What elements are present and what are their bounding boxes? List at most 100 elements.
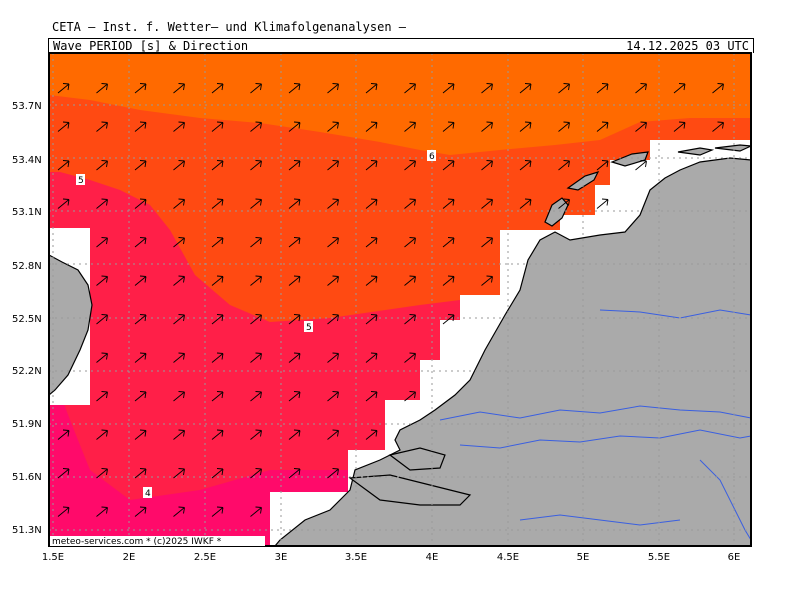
wave-direction-arrow — [134, 468, 147, 479]
wave-direction-arrow — [558, 121, 570, 132]
wave-direction-arrow — [596, 121, 609, 132]
wave-direction-arrow — [558, 160, 570, 171]
wave-direction-arrow — [673, 83, 686, 94]
lon-label: 6E — [728, 552, 741, 563]
wave-direction-arrow — [327, 468, 339, 479]
wave-direction-arrow — [96, 468, 108, 479]
wave-direction-arrow — [635, 83, 647, 94]
land-zeeland-north — [388, 447, 446, 471]
latitude-labels: 53.7N 53.4N 53.1N 52.8N 52.5N 52.2N 51.9… — [12, 101, 42, 536]
wave-direction-arrow — [404, 198, 416, 209]
wave-direction-arrow — [96, 121, 108, 132]
wave-direction-arrow — [250, 468, 262, 479]
wave-direction-arrow — [250, 429, 262, 440]
lat-label: 53.4N — [12, 155, 42, 166]
wave-direction-arrow — [173, 352, 185, 363]
wave-direction-arrow — [442, 83, 455, 94]
wave-direction-arrow — [288, 160, 301, 171]
lat-label: 51.6N — [12, 472, 42, 483]
wave-direction-arrow — [134, 429, 147, 440]
field-layer — [49, 53, 751, 546]
wave-direction-arrow — [288, 352, 301, 363]
wave-direction-arrow — [173, 198, 185, 209]
wave-direction-arrow — [173, 468, 185, 479]
wave-direction-arrow — [404, 352, 416, 363]
wave-direction-arrow — [365, 121, 378, 132]
wave-direction-arrow — [57, 83, 70, 94]
lon-label: 3E — [275, 552, 288, 563]
wave-direction-arrow — [173, 275, 185, 286]
wave-direction-arrow — [250, 160, 262, 171]
wave-direction-arrow — [288, 314, 301, 325]
wave-direction-arrow — [250, 121, 262, 132]
wave-direction-arrow — [404, 237, 416, 248]
land-zeeland-south — [348, 474, 472, 506]
wave-direction-arrow — [250, 275, 262, 286]
lon-label: 5.5E — [648, 552, 670, 563]
wave-direction-arrow — [365, 352, 378, 363]
wave-direction-arrow — [96, 198, 108, 209]
wave-direction-arrow — [481, 121, 493, 132]
wave-direction-arrow — [327, 314, 339, 325]
lon-label: 2.5E — [194, 552, 216, 563]
wave-direction-arrow — [211, 352, 224, 363]
wave-direction-arrow — [211, 391, 224, 402]
lon-label: 5E — [577, 552, 590, 563]
wave-direction-arrow — [96, 83, 108, 94]
wave-direction-arrow — [250, 352, 262, 363]
wave-direction-arrow — [327, 275, 339, 286]
lat-label: 52.5N — [12, 314, 42, 325]
wave-direction-arrow — [134, 391, 147, 402]
wave-direction-arrow — [481, 237, 493, 248]
lon-label: 2E — [123, 552, 136, 563]
wave-direction-arrow — [442, 121, 455, 132]
wave-direction-arrow — [211, 314, 224, 325]
wave-direction-arrow — [173, 83, 185, 94]
wave-direction-arrow — [96, 506, 108, 517]
wave-direction-arrow — [288, 468, 301, 479]
wave-direction-arrow — [404, 83, 416, 94]
wave-direction-arrow — [288, 198, 301, 209]
wave-direction-arrow — [288, 275, 301, 286]
wave-direction-arrow — [635, 121, 647, 132]
wave-direction-arrow — [596, 198, 609, 209]
wave-direction-arrow — [211, 237, 224, 248]
wave-direction-arrow — [173, 506, 185, 517]
wave-direction-arrow — [57, 121, 70, 132]
wave-direction-arrow — [96, 429, 108, 440]
wave-direction-arrow — [173, 121, 185, 132]
wave-direction-arrow — [327, 198, 339, 209]
wave-direction-arrow — [519, 121, 532, 132]
wave-direction-arrow — [96, 391, 108, 402]
wave-direction-arrow — [57, 160, 70, 171]
variable-label: Wave_PERIOD_[s]_&_Direction — [53, 39, 249, 53]
wave-direction-arrow — [558, 198, 570, 209]
lat-label: 53.7N — [12, 101, 42, 112]
wave-direction-arrow — [211, 121, 224, 132]
longitude-labels: 1.5E 2E 2.5E 3E 3.5E 4E 4.5E 5E 5.5E 6E — [42, 552, 740, 563]
contour-label-4: 4 — [145, 489, 151, 499]
wave-direction-arrow — [96, 352, 108, 363]
wave-direction-arrow — [134, 198, 147, 209]
wave-direction-arrow — [250, 506, 262, 517]
valid-time: 14.12.2025 03 UTC — [626, 39, 749, 53]
wave-direction-arrow — [404, 391, 416, 402]
wave-direction-arrow — [288, 121, 301, 132]
wave-direction-arrow — [134, 237, 147, 248]
wave-direction-arrow — [519, 83, 532, 94]
contour-label-box — [427, 150, 436, 161]
wave-direction-arrow — [57, 506, 70, 517]
wave-direction-arrow — [365, 198, 378, 209]
wave-direction-arrows — [57, 83, 724, 517]
wave-direction-arrow — [57, 429, 70, 440]
wave-direction-arrow — [173, 314, 185, 325]
wave-direction-arrow — [250, 237, 262, 248]
map-title: CETA — Inst. f. Wetter— und Klimafolgena… — [52, 20, 407, 34]
wave-direction-arrow — [134, 506, 147, 517]
contour-label-box — [143, 487, 152, 498]
lat-label: 52.2N — [12, 366, 42, 377]
wave-direction-arrow — [673, 121, 686, 132]
wave-direction-arrow — [134, 121, 147, 132]
wave-direction-arrow — [442, 237, 455, 248]
